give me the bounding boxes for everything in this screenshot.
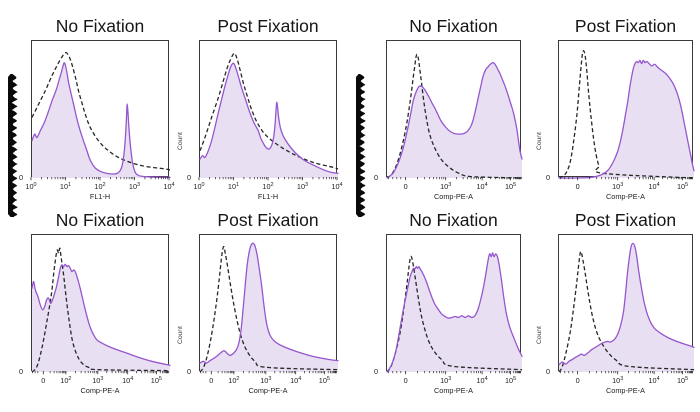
svg-text:104: 104 (290, 376, 301, 385)
svg-text:103: 103 (612, 182, 623, 191)
svg-text:102: 102 (94, 182, 105, 191)
svg-text:0: 0 (404, 182, 408, 191)
svg-text:104: 104 (649, 182, 660, 191)
svg-text:102: 102 (228, 376, 239, 385)
svg-text:103: 103 (92, 376, 103, 385)
svg-text:100: 100 (193, 182, 204, 191)
svg-text:105: 105 (151, 376, 162, 385)
svg-text:0: 0 (576, 182, 580, 191)
svg-text:102: 102 (60, 376, 71, 385)
svg-text:100: 100 (25, 182, 36, 191)
svg-text:105: 105 (505, 376, 516, 385)
svg-text:103: 103 (129, 182, 140, 191)
svg-text:105: 105 (677, 376, 688, 385)
svg-text:0: 0 (209, 376, 213, 385)
svg-text:101: 101 (60, 182, 71, 191)
svg-text:0: 0 (41, 376, 45, 385)
svg-text:104: 104 (477, 182, 488, 191)
svg-text:103: 103 (440, 376, 451, 385)
svg-text:103: 103 (297, 182, 308, 191)
svg-text:104: 104 (331, 182, 342, 191)
svg-text:103: 103 (612, 376, 623, 385)
svg-text:101: 101 (228, 182, 239, 191)
svg-text:0: 0 (576, 376, 580, 385)
svg-text:104: 104 (649, 376, 660, 385)
svg-text:105: 105 (505, 182, 516, 191)
svg-text:104: 104 (122, 376, 133, 385)
svg-text:105: 105 (319, 376, 330, 385)
svg-text:102: 102 (262, 182, 273, 191)
svg-text:104: 104 (477, 376, 488, 385)
svg-text:104: 104 (163, 182, 174, 191)
svg-text:105: 105 (677, 182, 688, 191)
svg-text:0: 0 (404, 376, 408, 385)
svg-text:103: 103 (260, 376, 271, 385)
svg-text:103: 103 (440, 182, 451, 191)
